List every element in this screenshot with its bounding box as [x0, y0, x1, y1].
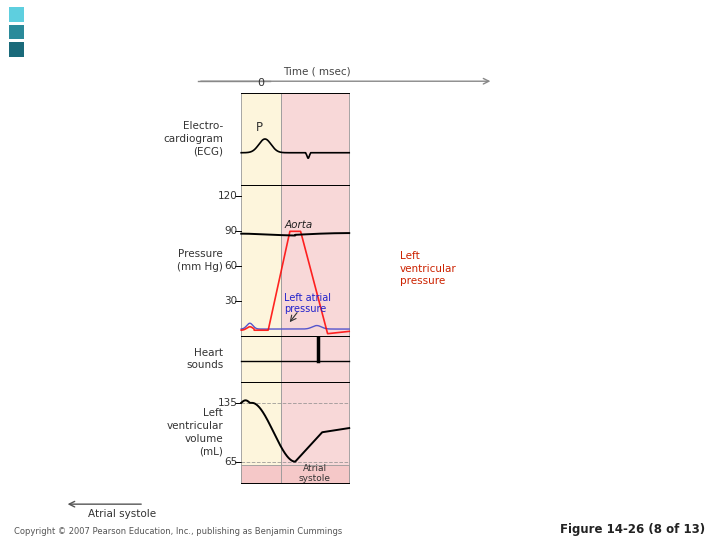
Bar: [241, 336, 281, 382]
Text: Left
ventricular
pressure: Left ventricular pressure: [400, 251, 456, 286]
Bar: [241, 185, 281, 336]
Bar: [281, 464, 349, 483]
Text: Electro-
cardiogram
(ECG): Electro- cardiogram (ECG): [163, 121, 223, 157]
Text: Left
ventricular
volume
(mL): Left ventricular volume (mL): [166, 408, 223, 456]
Bar: [9, 42, 24, 57]
Bar: [281, 336, 349, 382]
Text: Left atrial
pressure: Left atrial pressure: [284, 293, 331, 314]
Bar: [241, 382, 281, 483]
Text: Wiggers Diagram: Wiggers Diagram: [47, 21, 277, 44]
Text: 60: 60: [225, 261, 238, 271]
Text: 90: 90: [225, 226, 238, 237]
Text: P: P: [256, 122, 263, 134]
Bar: [241, 93, 281, 185]
Bar: [281, 93, 349, 185]
Bar: [281, 185, 349, 336]
Bar: [9, 25, 24, 39]
Text: Aorta: Aorta: [284, 220, 312, 230]
Text: 30: 30: [225, 296, 238, 306]
Text: Atrial systole: Atrial systole: [89, 509, 156, 519]
Text: Copyright © 2007 Pearson Education, Inc., publishing as Benjamin Cummings: Copyright © 2007 Pearson Education, Inc.…: [14, 527, 343, 536]
Text: Atrial
systole: Atrial systole: [299, 464, 331, 483]
Text: 135: 135: [217, 398, 238, 408]
Bar: [281, 382, 349, 483]
Text: Time ( msec): Time ( msec): [283, 66, 351, 77]
Text: 120: 120: [218, 192, 238, 201]
Bar: [9, 8, 24, 22]
Text: Heart
sounds: Heart sounds: [186, 348, 223, 370]
Text: 0: 0: [258, 78, 264, 89]
Text: Figure 14-26 (8 of 13): Figure 14-26 (8 of 13): [560, 523, 706, 536]
Text: 65: 65: [225, 457, 238, 467]
Bar: [241, 464, 281, 483]
Text: Pressure
(mm Hg): Pressure (mm Hg): [177, 249, 223, 272]
